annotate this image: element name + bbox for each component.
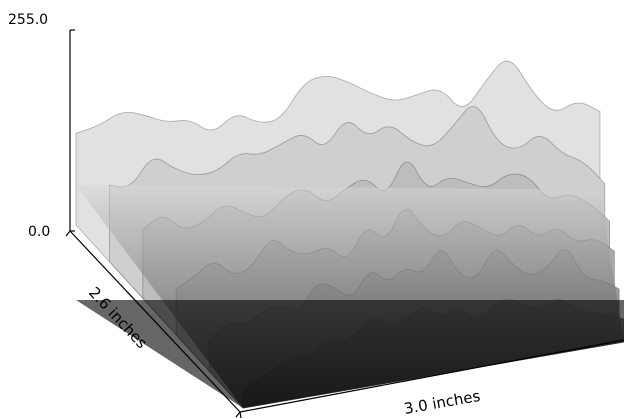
- z-tick-label-min: 0.0: [28, 224, 50, 240]
- width-axis-tick-start: [239, 411, 242, 419]
- depth-axis-tick-start: [65, 230, 71, 237]
- surface-base-band: [76, 300, 624, 408]
- z-tick-label-max: 255.0: [8, 12, 48, 28]
- depth-axis-line: [69, 230, 241, 413]
- surface-layer: [75, 60, 624, 409]
- width-axis-label: 3.0 inches: [403, 387, 482, 418]
- depth-axis-tick-end: [235, 411, 241, 418]
- width-axis-line: [239, 339, 624, 413]
